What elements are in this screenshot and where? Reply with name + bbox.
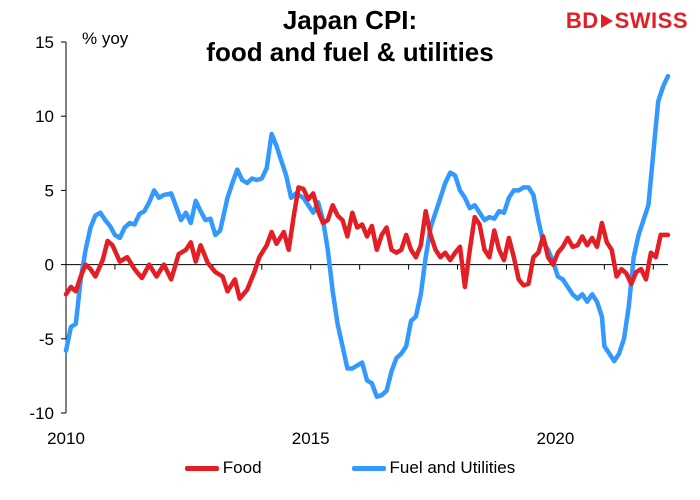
legend: Food Fuel and Utilities	[0, 458, 700, 478]
y-tick-label: 0	[45, 256, 54, 275]
chart-title-line2: food and fuel & utilities	[206, 37, 494, 67]
legend-label-food: Food	[222, 458, 262, 477]
x-tick-label: 2020	[537, 429, 575, 448]
y-tick-label: 10	[35, 107, 54, 126]
legend-swatch-food	[184, 465, 219, 471]
logo-swiss-text: SWISS	[614, 8, 688, 33]
legend-item-food: Food	[184, 458, 262, 478]
legend-item-fuel: Fuel and Utilities	[351, 458, 516, 478]
y-tick-label: 5	[45, 181, 54, 200]
y-tick-label: -10	[29, 404, 54, 423]
series-line-food	[63, 185, 671, 301]
logo-bd-text: BD	[565, 8, 599, 33]
series-line-fuel	[63, 73, 671, 399]
y-tick-label: 15	[35, 33, 54, 52]
chart-title: Japan CPI: food and fuel & utilities	[0, 4, 700, 68]
bdswiss-logo: BD SWISS	[566, 8, 688, 34]
x-tick-label: 2015	[292, 429, 330, 448]
chart-title-line1: Japan CPI:	[282, 5, 418, 35]
x-tick-label: 2010	[47, 429, 85, 448]
y-axis-label: % yoy	[82, 29, 129, 48]
legend-label-fuel: Fuel and Utilities	[389, 458, 516, 477]
y-tick-label: -5	[39, 330, 54, 349]
legend-swatch-fuel	[351, 465, 386, 471]
